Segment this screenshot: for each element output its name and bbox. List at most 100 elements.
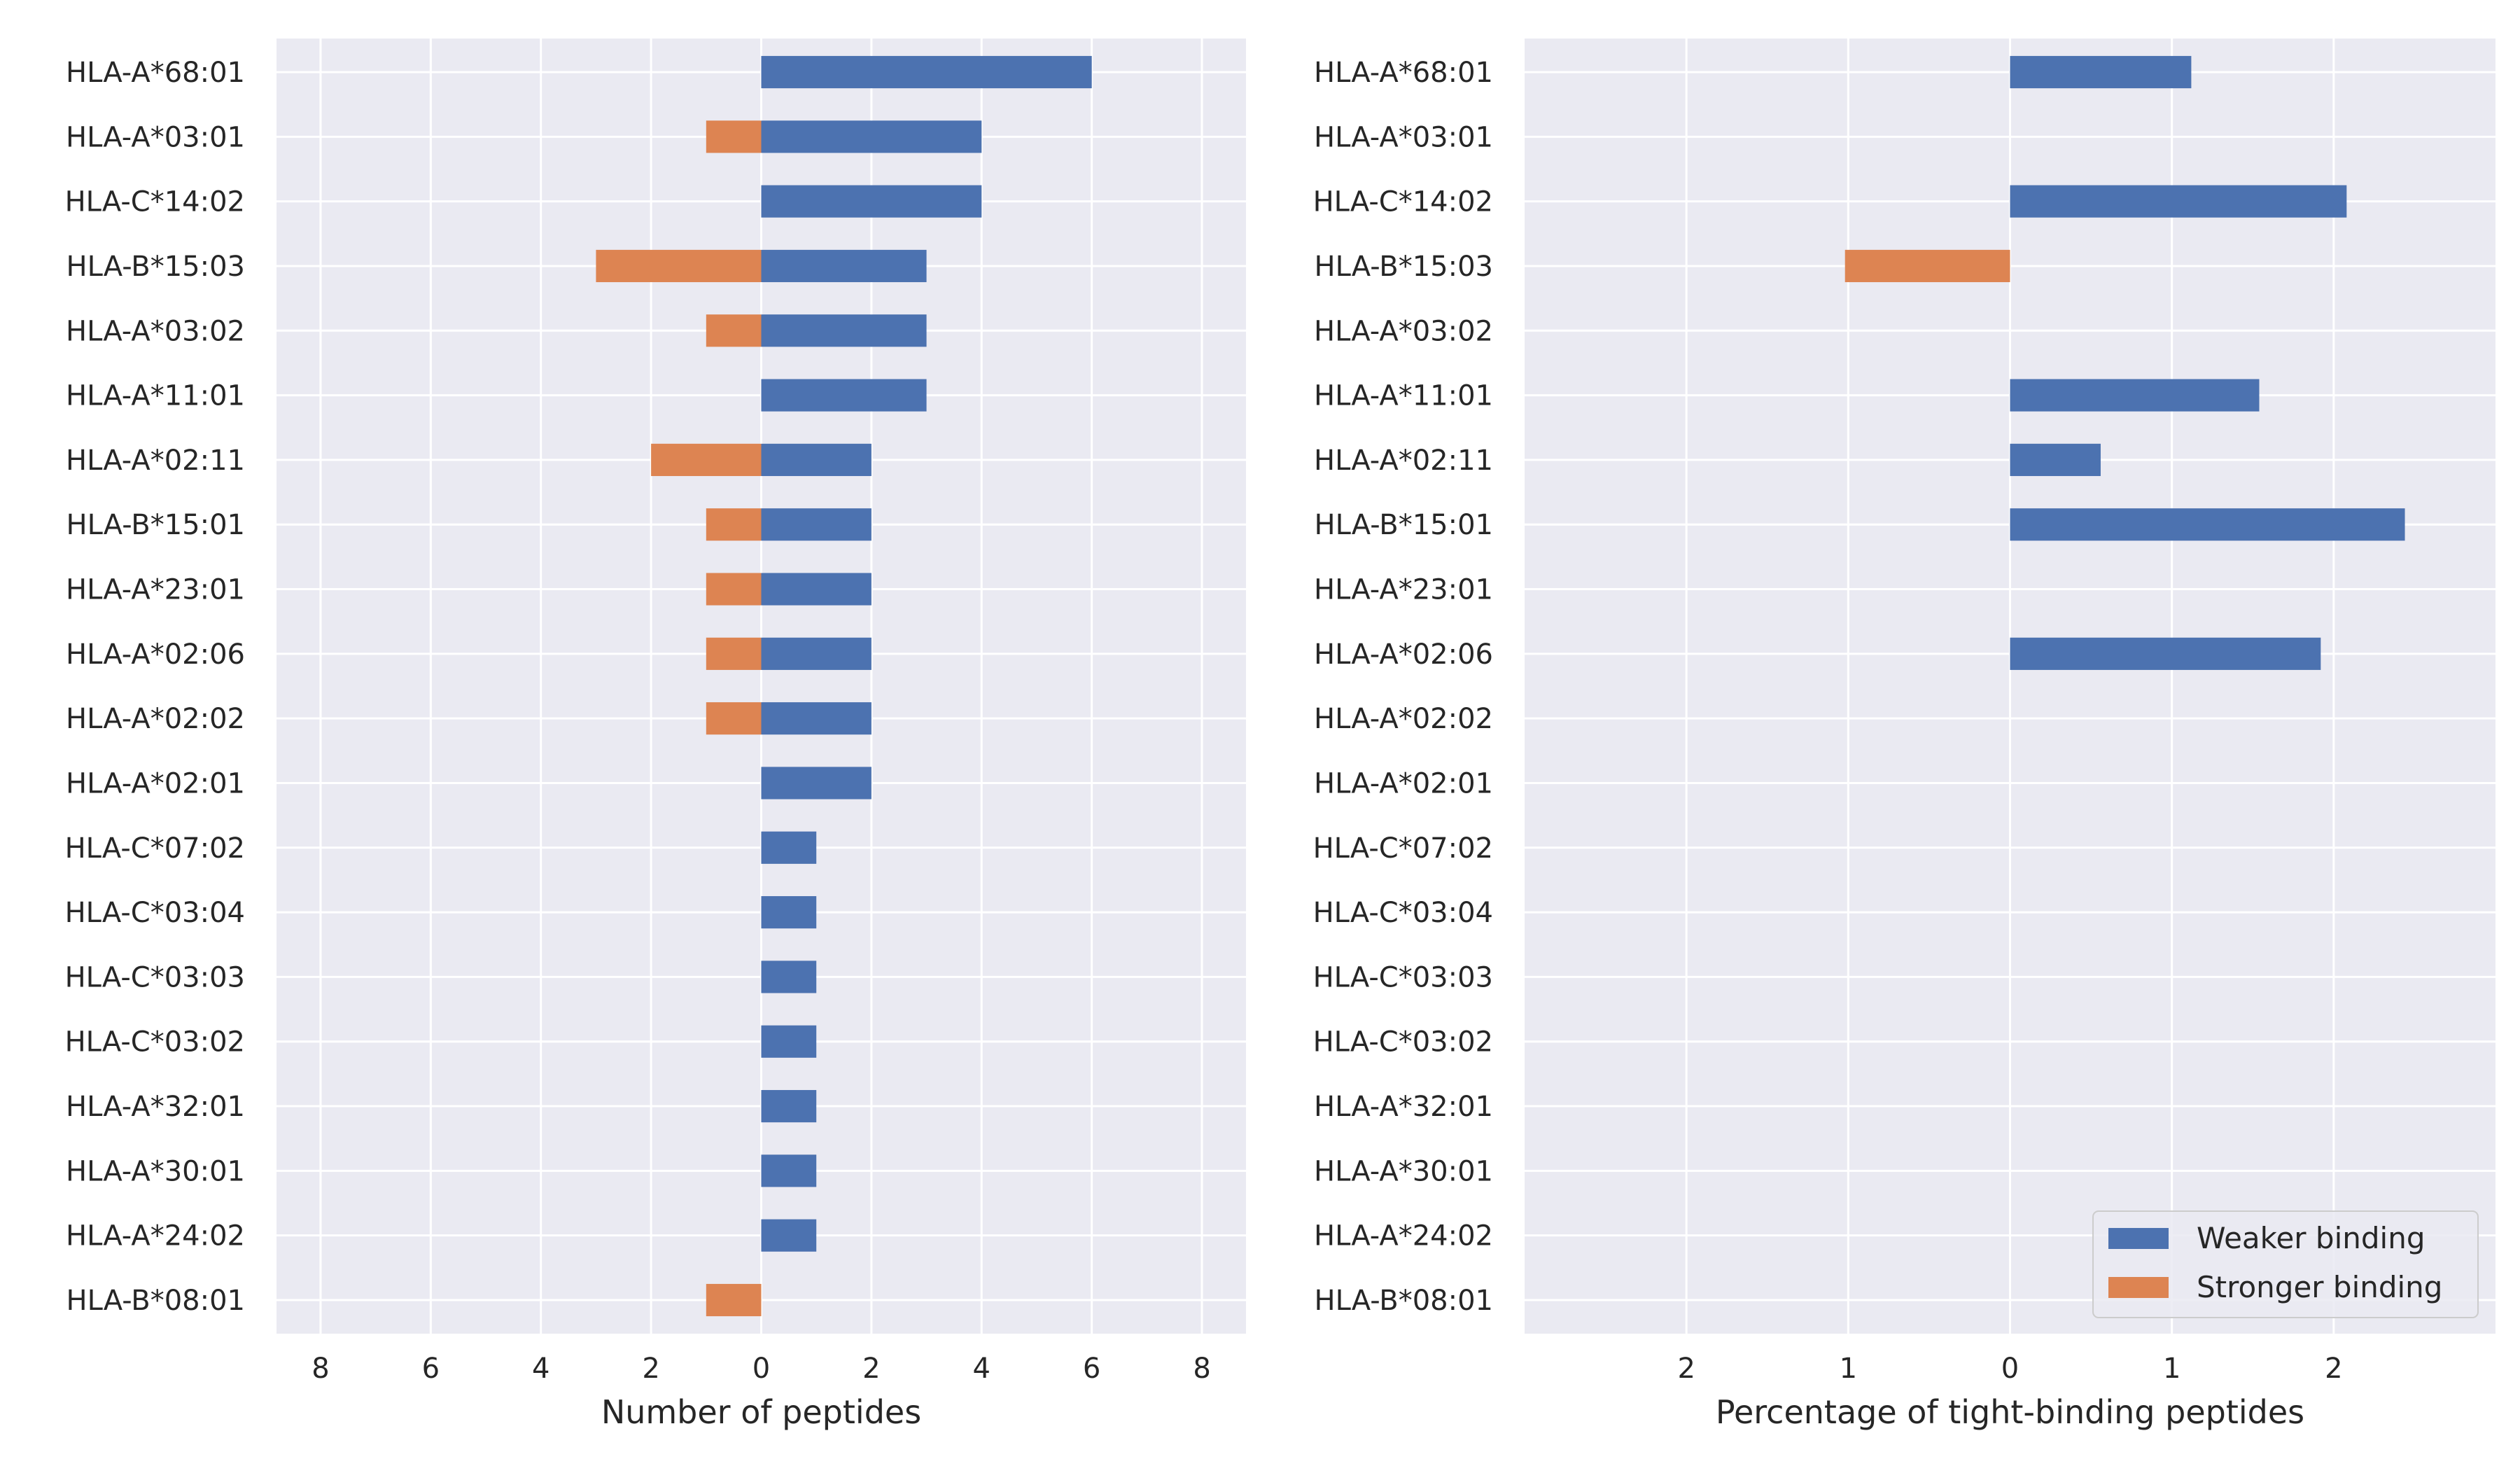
right-ytick-label-2: HLA-C*14:02 — [1313, 186, 1493, 218]
left-bar-weaker-binding-16 — [761, 1089, 817, 1123]
right-ytick-label-12: HLA-C*07:02 — [1313, 832, 1493, 865]
right-ytick-label-13: HLA-C*03:04 — [1313, 897, 1493, 929]
left-ytick-label-17: HLA-A*30:01 — [66, 1155, 245, 1187]
left-bar-weaker-binding-8 — [761, 573, 872, 606]
left-bar-weaker-binding-1 — [761, 120, 982, 153]
left-bar-weaker-binding-4 — [761, 314, 927, 347]
left-bar-stronger-binding-4 — [706, 314, 762, 347]
left-ytick-label-8: HLA-A*23:01 — [66, 574, 245, 606]
left-bar-weaker-binding-10 — [761, 702, 872, 735]
left-ytick-label-4: HLA-A*03:02 — [66, 315, 245, 347]
right-ytick-label-9: HLA-A*02:06 — [1314, 638, 1493, 671]
right-bar-weaker-binding-7 — [2010, 508, 2405, 541]
left-bar-weaker-binding-11 — [761, 767, 872, 800]
right-ytick-label-1: HLA-A*03:01 — [1314, 121, 1493, 153]
left-bar-weaker-binding-2 — [761, 185, 982, 218]
right-ytick-label-19: HLA-B*08:01 — [1315, 1285, 1494, 1317]
right-panel: HLA-A*68:01 HLA-A*03:01 HLA-C*14:02 HLA-B*1… — [1313, 39, 2496, 1431]
right-ytick-label-3: HLA-B*15:03 — [1315, 251, 1494, 283]
left-bar-stronger-binding-6 — [651, 443, 762, 476]
left-xtick-label-0: 8 — [312, 1353, 329, 1385]
left-xtick-label-6: 4 — [973, 1353, 990, 1385]
right-ytick-label-18: HLA-A*24:02 — [1314, 1220, 1493, 1252]
left-bar-stronger-binding-1 — [706, 120, 762, 153]
legend: Weaker binding Stronger binding — [2092, 1210, 2479, 1318]
left-ytick-label-5: HLA-A*11:01 — [66, 380, 245, 412]
right-ytick-label-14: HLA-C*03:03 — [1313, 961, 1493, 993]
legend-label-stronger-binding: Stronger binding — [2197, 1270, 2442, 1304]
left-ytick-label-14: HLA-C*03:03 — [65, 961, 245, 993]
left-ytick-label-11: HLA-A*02:01 — [66, 767, 245, 800]
left-bar-weaker-binding-12 — [761, 831, 817, 864]
right-ytick-label-10: HLA-A*02:02 — [1314, 703, 1493, 735]
left-ytick-label-18: HLA-A*24:02 — [66, 1220, 245, 1252]
right-x-axis-title: Percentage of tight-binding peptides — [1716, 1393, 2304, 1431]
right-bar-stronger-binding-3 — [1844, 249, 2010, 283]
left-ytick-label-0: HLA-A*68:01 — [66, 57, 245, 89]
left-ytick-label-10: HLA-A*02:02 — [66, 703, 245, 735]
left-ytick-label-7: HLA-B*15:01 — [66, 509, 246, 541]
left-xtick-label-1: 6 — [422, 1353, 440, 1385]
left-bar-stronger-binding-9 — [706, 637, 762, 670]
left-bar-weaker-binding-3 — [761, 249, 927, 283]
legend-swatch-stronger-binding — [2108, 1277, 2169, 1298]
right-bar-weaker-binding-2 — [2010, 185, 2347, 218]
left-bar-stronger-binding-19 — [706, 1283, 762, 1317]
left-ytick-label-3: HLA-B*15:03 — [66, 251, 246, 283]
right-bar-weaker-binding-0 — [2010, 55, 2192, 89]
left-bar-weaker-binding-17 — [761, 1154, 817, 1187]
left-ytick-label-9: HLA-A*02:06 — [66, 638, 245, 671]
left-ytick-label-6: HLA-A*02:11 — [66, 445, 245, 477]
right-ytick-label-6: HLA-A*02:11 — [1314, 445, 1493, 477]
right-xtick-label-4: 2 — [2325, 1353, 2342, 1385]
right-bar-weaker-binding-9 — [2010, 637, 2321, 670]
legend-box — [2092, 1210, 2479, 1318]
left-xtick-label-2: 4 — [532, 1353, 550, 1385]
left-bar-weaker-binding-14 — [761, 961, 817, 993]
left-bar-stronger-binding-3 — [596, 249, 762, 283]
right-ytick-label-7: HLA-B*15:01 — [1315, 509, 1494, 541]
right-ytick-label-5: HLA-A*11:01 — [1314, 380, 1493, 412]
right-ytick-label-16: HLA-A*32:01 — [1314, 1091, 1493, 1123]
left-bar-weaker-binding-7 — [761, 508, 872, 541]
right-xtick-label-1: 1 — [1840, 1353, 1857, 1385]
left-bar-stronger-binding-7 — [706, 508, 762, 541]
left-bar-weaker-binding-6 — [761, 443, 872, 476]
left-bar-stronger-binding-10 — [706, 702, 762, 735]
left-ytick-label-13: HLA-C*03:04 — [65, 897, 245, 929]
left-ytick-label-12: HLA-C*07:02 — [65, 832, 245, 865]
right-ytick-label-15: HLA-C*03:02 — [1313, 1026, 1493, 1059]
left-ytick-label-15: HLA-C*03:02 — [65, 1026, 245, 1059]
right-ytick-label-17: HLA-A*30:01 — [1314, 1155, 1493, 1187]
left-xtick-label-3: 2 — [642, 1353, 659, 1385]
left-ytick-label-16: HLA-A*32:01 — [66, 1091, 245, 1123]
left-ytick-label-19: HLA-B*08:01 — [66, 1285, 246, 1317]
right-ytick-label-0: HLA-A*68:01 — [1314, 57, 1493, 89]
left-bar-weaker-binding-5 — [761, 379, 927, 412]
legend-label-weaker-binding: Weaker binding — [2197, 1221, 2425, 1255]
right-xtick-label-3: 1 — [2163, 1353, 2180, 1385]
right-ytick-label-8: HLA-A*23:01 — [1314, 574, 1493, 606]
left-ytick-label-1: HLA-A*03:01 — [66, 121, 245, 153]
left-bar-weaker-binding-15 — [761, 1025, 817, 1058]
left-bar-weaker-binding-13 — [761, 896, 817, 929]
left-xtick-label-8: 8 — [1193, 1353, 1210, 1385]
left-ytick-label-2: HLA-C*14:02 — [65, 186, 245, 218]
right-bar-weaker-binding-5 — [2010, 379, 2260, 412]
right-bar-weaker-binding-6 — [2010, 443, 2101, 476]
right-ytick-label-11: HLA-A*02:01 — [1314, 767, 1493, 800]
legend-swatch-weaker-binding — [2108, 1228, 2169, 1249]
right-xtick-label-2: 0 — [2001, 1353, 2019, 1385]
left-panel: HLA-A*68:01 HLA-A*03:01 HLA-C*14:02 HLA-B*1… — [65, 39, 1246, 1431]
left-bar-weaker-binding-18 — [761, 1219, 817, 1252]
right-ytick-label-4: HLA-A*03:02 — [1314, 315, 1493, 347]
left-xtick-label-5: 2 — [862, 1353, 880, 1385]
left-xtick-label-4: 0 — [752, 1353, 770, 1385]
left-bar-weaker-binding-0 — [761, 55, 1092, 89]
left-bar-stronger-binding-8 — [706, 573, 762, 606]
left-x-axis-title: Number of peptides — [601, 1393, 921, 1431]
left-bar-weaker-binding-9 — [761, 637, 872, 670]
right-xtick-label-0: 2 — [1677, 1353, 1695, 1385]
